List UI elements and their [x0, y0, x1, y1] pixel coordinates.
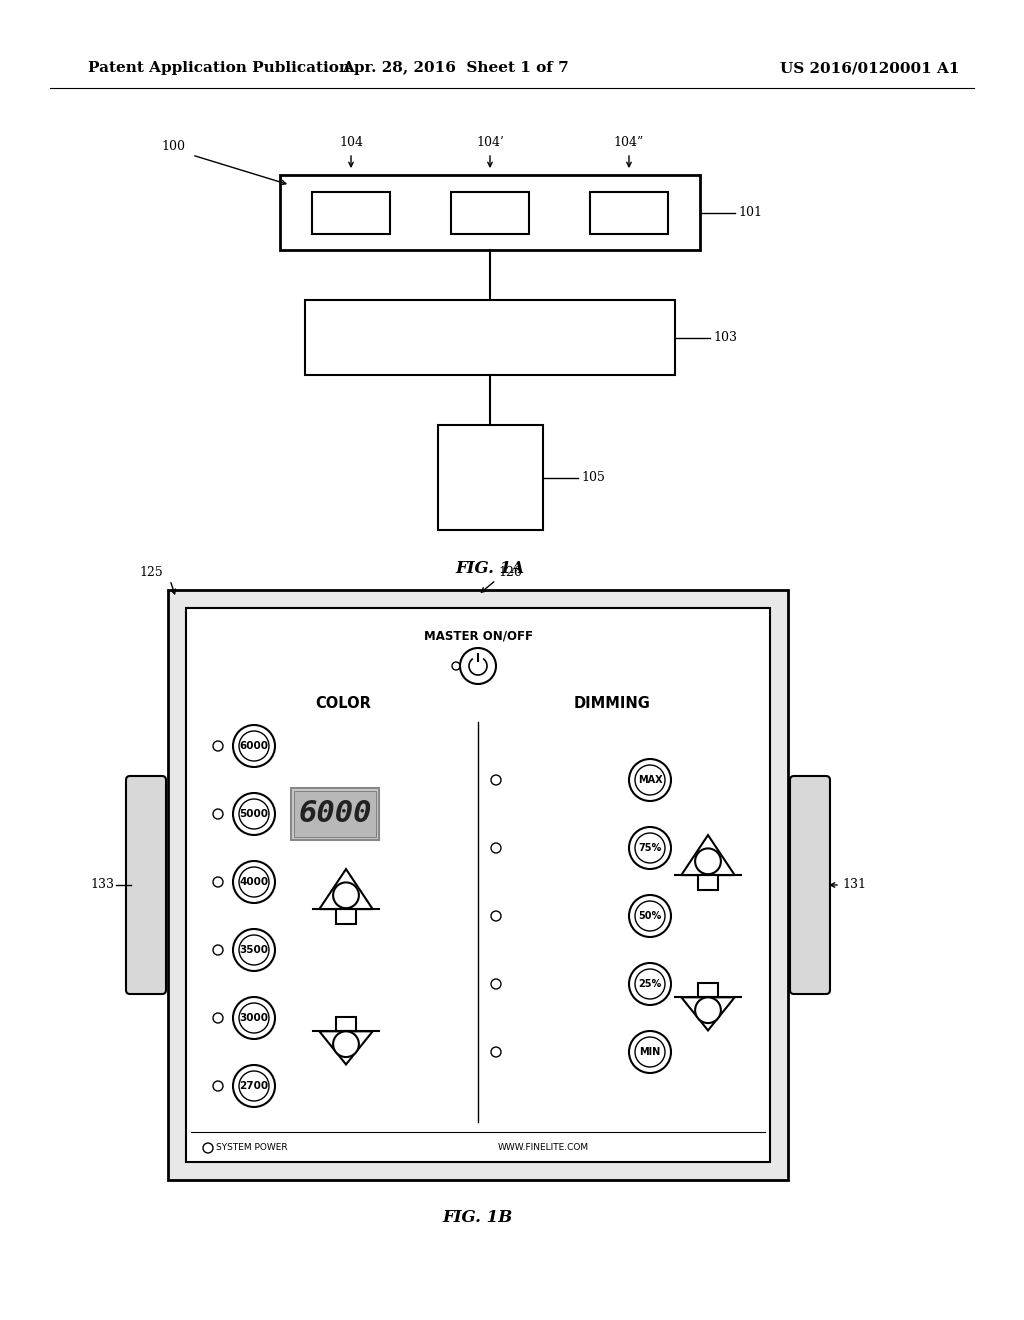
FancyBboxPatch shape — [126, 776, 166, 994]
Text: 104”: 104” — [613, 136, 644, 149]
Bar — [336, 909, 355, 924]
FancyBboxPatch shape — [790, 776, 830, 994]
Circle shape — [333, 1031, 358, 1057]
Circle shape — [629, 964, 671, 1005]
Circle shape — [239, 731, 269, 762]
Text: Apr. 28, 2016  Sheet 1 of 7: Apr. 28, 2016 Sheet 1 of 7 — [342, 61, 568, 75]
Circle shape — [233, 1065, 275, 1107]
Text: SYSTEM POWER: SYSTEM POWER — [216, 1143, 288, 1152]
Circle shape — [629, 759, 671, 801]
Circle shape — [239, 1003, 269, 1034]
Circle shape — [460, 648, 496, 684]
Text: 5000: 5000 — [240, 809, 268, 818]
Circle shape — [635, 1038, 665, 1067]
Text: 105: 105 — [581, 471, 605, 484]
Bar — [312, 191, 390, 234]
Circle shape — [452, 663, 460, 671]
Circle shape — [490, 843, 501, 853]
Circle shape — [490, 1047, 501, 1057]
Text: 3000: 3000 — [240, 1012, 268, 1023]
Circle shape — [213, 809, 223, 818]
Bar — [280, 176, 700, 249]
Circle shape — [635, 766, 665, 795]
Circle shape — [233, 861, 275, 903]
Text: 104’: 104’ — [476, 136, 504, 149]
Circle shape — [629, 1031, 671, 1073]
Text: COLOR: COLOR — [315, 697, 372, 711]
Circle shape — [490, 911, 501, 921]
Bar — [698, 982, 718, 998]
Bar — [590, 191, 668, 234]
Text: MAX: MAX — [638, 775, 663, 785]
Text: 25%: 25% — [638, 979, 662, 989]
Text: 100: 100 — [161, 140, 185, 153]
Circle shape — [635, 902, 665, 931]
Bar — [291, 788, 379, 840]
Text: 50%: 50% — [638, 911, 662, 921]
Circle shape — [233, 793, 275, 836]
Text: 103: 103 — [713, 331, 737, 345]
Text: MIN: MIN — [639, 1047, 660, 1057]
Text: 101: 101 — [738, 206, 762, 219]
Text: 104: 104 — [339, 136, 362, 149]
Bar — [294, 791, 376, 837]
Bar — [168, 590, 788, 1180]
Text: 75%: 75% — [638, 843, 662, 853]
Bar — [186, 609, 770, 1162]
Bar — [451, 191, 529, 234]
Text: Patent Application Publication: Patent Application Publication — [88, 61, 350, 75]
Text: 6000: 6000 — [298, 800, 372, 829]
Text: WWW.FINELITE.COM: WWW.FINELITE.COM — [498, 1143, 589, 1152]
Circle shape — [203, 1143, 213, 1152]
Circle shape — [239, 867, 269, 898]
Text: US 2016/0120001 A1: US 2016/0120001 A1 — [780, 61, 959, 75]
Text: MASTER ON/OFF: MASTER ON/OFF — [424, 630, 532, 643]
Circle shape — [239, 1071, 269, 1101]
Circle shape — [629, 828, 671, 869]
Circle shape — [213, 1012, 223, 1023]
Text: 3500: 3500 — [240, 945, 268, 954]
Text: 6000: 6000 — [240, 741, 268, 751]
Circle shape — [629, 895, 671, 937]
Circle shape — [213, 741, 223, 751]
Circle shape — [233, 997, 275, 1039]
Bar — [336, 1016, 355, 1031]
Bar — [698, 875, 718, 890]
Circle shape — [213, 945, 223, 954]
Circle shape — [635, 833, 665, 863]
Text: 4000: 4000 — [240, 876, 268, 887]
Circle shape — [695, 849, 721, 874]
Circle shape — [490, 775, 501, 785]
Circle shape — [213, 1081, 223, 1092]
Text: FIG. 1B: FIG. 1B — [442, 1209, 513, 1226]
Circle shape — [490, 979, 501, 989]
Text: FIG. 1A: FIG. 1A — [456, 560, 524, 577]
Circle shape — [635, 969, 665, 999]
Bar — [305, 300, 675, 375]
Bar — [438, 425, 543, 531]
Text: 126: 126 — [498, 565, 522, 578]
Circle shape — [333, 883, 358, 908]
Circle shape — [213, 876, 223, 887]
Circle shape — [233, 929, 275, 972]
Text: 2700: 2700 — [240, 1081, 268, 1092]
Circle shape — [239, 799, 269, 829]
Text: 125: 125 — [139, 565, 163, 578]
Text: DIMMING: DIMMING — [573, 697, 651, 711]
Text: 133: 133 — [90, 879, 114, 891]
Circle shape — [695, 998, 721, 1023]
Circle shape — [239, 935, 269, 965]
Text: 131: 131 — [842, 879, 866, 891]
Circle shape — [233, 725, 275, 767]
